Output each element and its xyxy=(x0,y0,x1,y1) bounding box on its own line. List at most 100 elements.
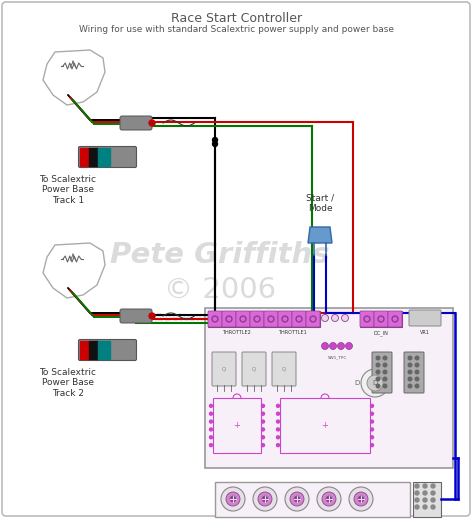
Circle shape xyxy=(282,316,288,322)
Polygon shape xyxy=(308,227,332,243)
Circle shape xyxy=(262,428,264,431)
FancyBboxPatch shape xyxy=(264,311,320,327)
Text: Pete Griffiths: Pete Griffiths xyxy=(110,241,330,269)
Text: THROTTLE2: THROTTLE2 xyxy=(222,330,250,335)
Circle shape xyxy=(392,316,398,322)
Circle shape xyxy=(149,313,155,319)
Bar xyxy=(89,341,98,359)
Circle shape xyxy=(240,316,246,322)
Circle shape xyxy=(423,484,427,488)
Circle shape xyxy=(431,498,435,502)
Circle shape xyxy=(376,377,380,381)
Circle shape xyxy=(254,316,260,322)
Circle shape xyxy=(358,496,364,502)
FancyBboxPatch shape xyxy=(306,311,320,327)
Text: © 2006: © 2006 xyxy=(164,276,276,304)
Circle shape xyxy=(322,492,336,506)
FancyBboxPatch shape xyxy=(409,310,441,326)
Circle shape xyxy=(331,315,338,321)
Circle shape xyxy=(226,316,232,322)
Bar xyxy=(80,148,89,166)
Circle shape xyxy=(431,484,435,488)
FancyBboxPatch shape xyxy=(208,311,222,327)
Circle shape xyxy=(241,318,245,321)
Circle shape xyxy=(285,487,309,511)
Circle shape xyxy=(212,316,218,322)
Circle shape xyxy=(408,356,412,360)
FancyBboxPatch shape xyxy=(79,146,137,168)
FancyBboxPatch shape xyxy=(272,352,296,386)
Text: Q: Q xyxy=(252,366,256,372)
Circle shape xyxy=(262,496,268,502)
Circle shape xyxy=(365,318,368,321)
Text: VR1: VR1 xyxy=(420,330,430,335)
Circle shape xyxy=(376,370,380,374)
Circle shape xyxy=(383,370,387,374)
FancyBboxPatch shape xyxy=(250,311,264,327)
Text: Q: Q xyxy=(282,366,286,372)
Circle shape xyxy=(310,316,316,322)
Circle shape xyxy=(383,356,387,360)
Circle shape xyxy=(371,444,374,447)
Circle shape xyxy=(228,318,230,321)
Circle shape xyxy=(371,436,374,439)
Circle shape xyxy=(378,316,384,322)
Text: D: D xyxy=(355,380,360,386)
Circle shape xyxy=(415,370,419,374)
Circle shape xyxy=(296,316,302,322)
FancyBboxPatch shape xyxy=(213,398,261,453)
Circle shape xyxy=(423,491,427,495)
Circle shape xyxy=(317,487,341,511)
Circle shape xyxy=(321,315,328,321)
Circle shape xyxy=(408,377,412,381)
Circle shape xyxy=(276,420,280,423)
Circle shape xyxy=(210,412,212,415)
Circle shape xyxy=(380,318,383,321)
FancyBboxPatch shape xyxy=(360,311,402,327)
FancyBboxPatch shape xyxy=(413,482,441,517)
FancyBboxPatch shape xyxy=(292,311,306,327)
Circle shape xyxy=(383,363,387,367)
FancyBboxPatch shape xyxy=(205,308,453,468)
Circle shape xyxy=(290,492,304,506)
Circle shape xyxy=(276,436,280,439)
Circle shape xyxy=(210,436,212,439)
Circle shape xyxy=(268,316,274,322)
FancyBboxPatch shape xyxy=(278,311,292,327)
Circle shape xyxy=(262,404,264,407)
FancyBboxPatch shape xyxy=(264,311,278,327)
Circle shape xyxy=(329,343,337,349)
Circle shape xyxy=(276,412,280,415)
Circle shape xyxy=(415,484,419,488)
Circle shape xyxy=(149,120,155,126)
Text: +: + xyxy=(234,421,240,430)
Circle shape xyxy=(415,505,419,509)
Circle shape xyxy=(393,318,396,321)
Text: To Scalextric
Power Base
Track 1: To Scalextric Power Base Track 1 xyxy=(39,175,97,205)
Circle shape xyxy=(376,384,380,388)
Circle shape xyxy=(415,377,419,381)
Circle shape xyxy=(210,428,212,431)
Circle shape xyxy=(258,492,272,506)
FancyBboxPatch shape xyxy=(236,311,250,327)
Circle shape xyxy=(383,377,387,381)
Circle shape xyxy=(408,384,412,388)
Circle shape xyxy=(415,363,419,367)
FancyBboxPatch shape xyxy=(360,311,374,327)
Bar xyxy=(98,341,110,359)
Circle shape xyxy=(415,384,419,388)
Circle shape xyxy=(346,343,353,349)
Circle shape xyxy=(354,492,368,506)
FancyBboxPatch shape xyxy=(120,309,152,323)
Circle shape xyxy=(210,404,212,407)
Polygon shape xyxy=(43,50,105,105)
Text: Start /
Mode: Start / Mode xyxy=(306,194,334,213)
Circle shape xyxy=(230,496,236,502)
Circle shape xyxy=(431,505,435,509)
Circle shape xyxy=(326,496,332,502)
Text: Wiring for use with standard Scalextric power supply and power base: Wiring for use with standard Scalextric … xyxy=(80,25,394,34)
Circle shape xyxy=(376,363,380,367)
Circle shape xyxy=(367,375,383,391)
Circle shape xyxy=(276,444,280,447)
Circle shape xyxy=(423,498,427,502)
